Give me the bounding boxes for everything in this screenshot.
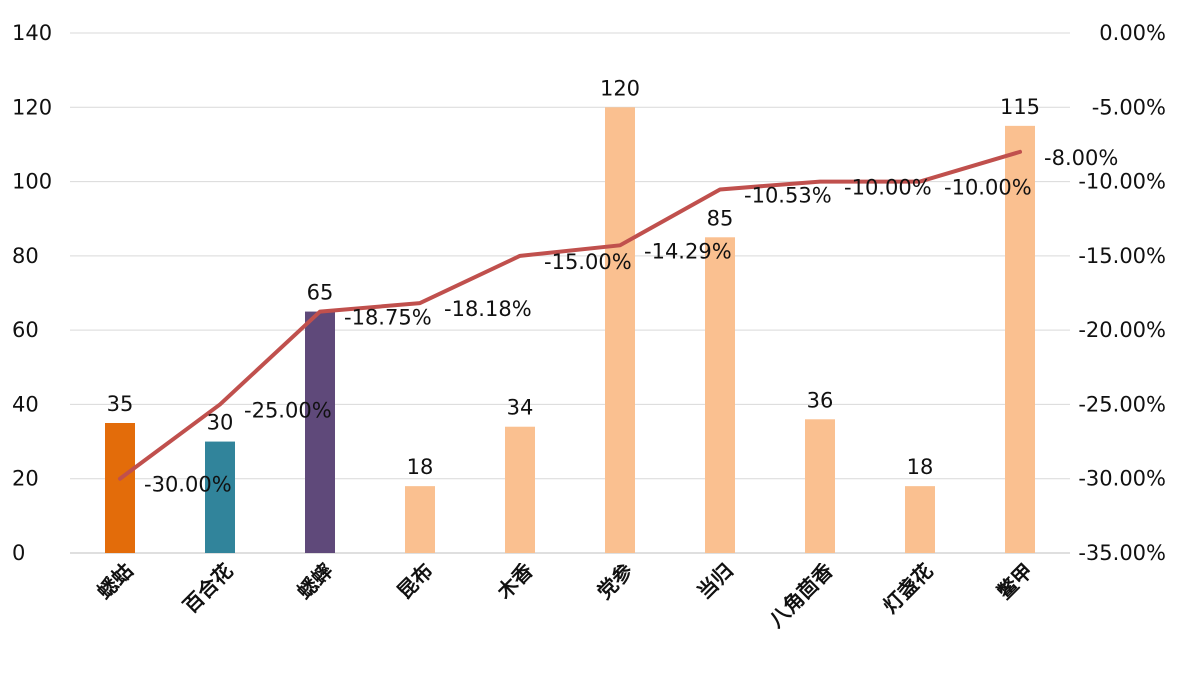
y-right-tick-label: -35.00% [1078, 541, 1166, 565]
y-left-tick-label: 0 [12, 541, 25, 565]
bar [805, 419, 835, 553]
bar [505, 426, 535, 553]
line-value-label: -14.29% [644, 239, 732, 263]
data-labels: 35 30 65 18 34 120 85 36 18 115 -30.00% -25.00% -18.… [107, 76, 1119, 496]
y-right-tick-label: -20.00% [1078, 318, 1166, 342]
y-right-tick-label: 0.00% [1099, 21, 1166, 45]
bar-value-label: 65 [307, 281, 334, 305]
y-left-tick-label: 40 [12, 392, 39, 416]
bar-value-label: 18 [907, 455, 934, 479]
y-left-tick-label: 120 [12, 95, 52, 119]
y-left-tick-label: 100 [12, 170, 52, 194]
x-category-label: 鳖甲 [992, 559, 1037, 604]
bar [305, 311, 335, 553]
bar [405, 486, 435, 553]
bar-value-label: 35 [107, 392, 134, 416]
axes: 0 20 40 60 80 100 120 140 -35.00% -30.00% -25.00% -… [12, 21, 1166, 632]
gridlines [70, 32, 1070, 554]
y-right-tick-label: -25.00% [1078, 392, 1166, 416]
x-category-label: 灯盏花 [878, 559, 937, 618]
line-value-label: -25.00% [244, 398, 332, 422]
line-value-label: -18.18% [444, 297, 532, 321]
y-left-tick-label: 20 [12, 467, 39, 491]
x-category-label: 八角茴香 [764, 558, 838, 632]
bar [205, 441, 235, 553]
bar-value-label: 36 [807, 388, 834, 412]
y-right-tick-label: -10.00% [1078, 170, 1166, 194]
y-right-tick-label: -15.00% [1078, 244, 1166, 268]
bar-value-label: 120 [600, 76, 640, 100]
x-category-label: 党参 [592, 559, 637, 604]
line-value-label: -10.00% [844, 176, 932, 200]
bar-value-label: 115 [1000, 95, 1040, 119]
line-value-label: -30.00% [144, 473, 232, 497]
y-right-tick-label: -30.00% [1078, 467, 1166, 491]
bar-value-label: 85 [707, 206, 734, 230]
bar [605, 107, 635, 554]
bar [905, 486, 935, 553]
line-series [118, 149, 1022, 481]
x-category-label: 百合花 [178, 559, 237, 618]
line-value-label: -8.00% [1044, 146, 1118, 170]
bar-value-label: 34 [507, 396, 534, 420]
line-value-label: -10.00% [944, 176, 1032, 200]
bar-value-label: 30 [207, 411, 234, 435]
bar-value-label: 18 [407, 455, 434, 479]
bar [705, 237, 735, 554]
x-category-label: 当归 [692, 559, 737, 604]
bar [1005, 125, 1035, 553]
bar [105, 423, 135, 553]
y-left-tick-label: 60 [12, 318, 39, 342]
y-left-tick-label: 140 [12, 21, 52, 45]
line-value-label: -15.00% [544, 250, 632, 274]
line-series-path [118, 149, 1022, 481]
x-category-label: 木香 [492, 558, 539, 605]
y-left-tick-label: 80 [12, 244, 39, 268]
x-category-label: 蟋蟀 [292, 559, 337, 604]
y-right-tick-label: -5.00% [1092, 95, 1166, 119]
x-category-label: 蟋蛄 [92, 559, 137, 604]
x-category-label: 昆布 [392, 559, 437, 604]
bars [105, 107, 1035, 554]
line-value-label: -18.75% [344, 306, 432, 330]
line-value-label: -10.53% [744, 183, 832, 207]
